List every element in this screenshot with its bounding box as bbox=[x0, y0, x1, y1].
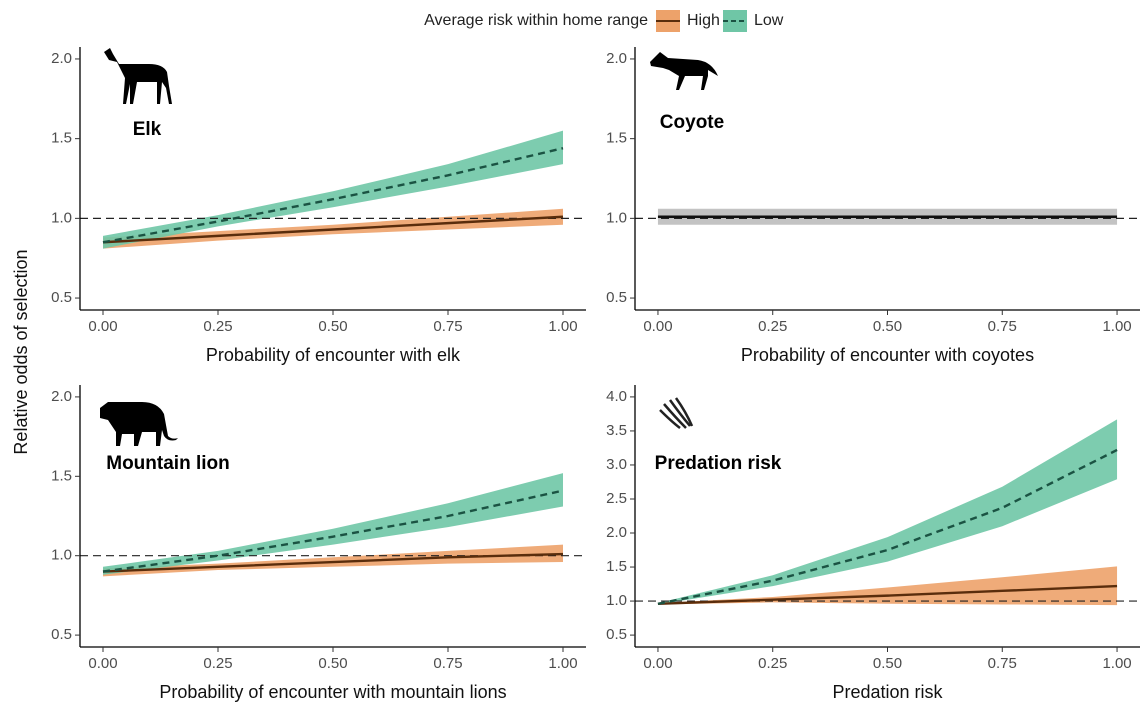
claw-icon bbox=[659, 397, 694, 429]
series-line bbox=[102, 215, 564, 244]
y-tick-label: 1.0 bbox=[606, 209, 627, 226]
x-axis-title: Predation risk bbox=[832, 682, 943, 702]
y-tick-label: 2.0 bbox=[51, 388, 72, 405]
x-tick-label: 0.75 bbox=[433, 318, 462, 335]
x-tick-label: 0.00 bbox=[88, 655, 117, 672]
x-tick-label: 0.00 bbox=[88, 318, 117, 335]
legend-title: Average risk within home range bbox=[424, 12, 648, 29]
x-tick-label: 1.00 bbox=[1102, 318, 1131, 335]
y-tick-label: 1.5 bbox=[51, 130, 72, 147]
y-tick-label: 1.0 bbox=[606, 592, 627, 609]
x-axis-title: Probability of encounter with coyotes bbox=[741, 345, 1034, 365]
y-tick-label: 1.5 bbox=[606, 130, 627, 147]
y-tick-label: 2.0 bbox=[606, 524, 627, 541]
panel-title: Mountain lion bbox=[106, 453, 229, 474]
confidence-band bbox=[657, 566, 1118, 606]
panel-title: Predation risk bbox=[655, 453, 782, 474]
series-line bbox=[102, 489, 564, 573]
y-tick-label: 1.0 bbox=[51, 547, 72, 564]
coyote-icon bbox=[650, 52, 718, 90]
series-line bbox=[102, 552, 564, 573]
x-tick-label: 0.00 bbox=[643, 655, 672, 672]
elk-icon bbox=[104, 48, 172, 104]
y-tick-label: 2.0 bbox=[606, 50, 627, 67]
x-tick-label: 0.50 bbox=[318, 318, 347, 335]
panel-title: Coyote bbox=[660, 112, 724, 133]
y-tick-label: 0.5 bbox=[606, 626, 627, 643]
x-tick-label: 0.00 bbox=[643, 318, 672, 335]
y-tick-label: 1.0 bbox=[51, 209, 72, 226]
confidence-band bbox=[103, 544, 563, 577]
legend-label: High bbox=[687, 12, 720, 29]
x-tick-label: 0.25 bbox=[203, 318, 232, 335]
y-tick-label: 3.0 bbox=[606, 456, 627, 473]
x-tick-label: 1.00 bbox=[548, 655, 577, 672]
series-line bbox=[657, 584, 1118, 605]
x-tick-label: 0.25 bbox=[758, 655, 787, 672]
x-tick-label: 0.50 bbox=[873, 655, 902, 672]
confidence-band bbox=[103, 130, 563, 249]
x-tick-label: 0.75 bbox=[433, 655, 462, 672]
y-axis-title: Relative odds of selection bbox=[11, 249, 31, 454]
series-line bbox=[102, 147, 564, 244]
y-tick-label: 2.0 bbox=[51, 50, 72, 67]
x-tick-label: 0.25 bbox=[203, 655, 232, 672]
x-tick-label: 0.75 bbox=[988, 318, 1017, 335]
x-tick-label: 1.00 bbox=[548, 318, 577, 335]
x-axis-title: Probability of encounter with mountain l… bbox=[159, 682, 506, 702]
confidence-band bbox=[657, 419, 1118, 605]
x-tick-label: 0.50 bbox=[873, 318, 902, 335]
y-tick-label: 1.5 bbox=[606, 558, 627, 575]
x-tick-label: 1.00 bbox=[1102, 655, 1131, 672]
x-tick-label: 0.25 bbox=[758, 318, 787, 335]
y-tick-label: 3.5 bbox=[606, 422, 627, 439]
x-tick-label: 0.75 bbox=[988, 655, 1017, 672]
y-tick-label: 0.5 bbox=[51, 289, 72, 306]
y-tick-label: 0.5 bbox=[606, 289, 627, 306]
confidence-band bbox=[103, 473, 563, 575]
y-tick-label: 1.5 bbox=[51, 467, 72, 484]
legend-label: Low bbox=[754, 12, 784, 29]
x-axis-title: Probability of encounter with elk bbox=[206, 345, 461, 365]
y-tick-label: 0.5 bbox=[51, 626, 72, 643]
series-line bbox=[657, 448, 1118, 605]
y-tick-label: 2.5 bbox=[606, 490, 627, 507]
x-tick-label: 0.50 bbox=[318, 655, 347, 672]
y-tick-label: 4.0 bbox=[606, 388, 627, 405]
panel-title: Elk bbox=[133, 119, 162, 140]
mountain-lion-icon bbox=[100, 402, 178, 446]
